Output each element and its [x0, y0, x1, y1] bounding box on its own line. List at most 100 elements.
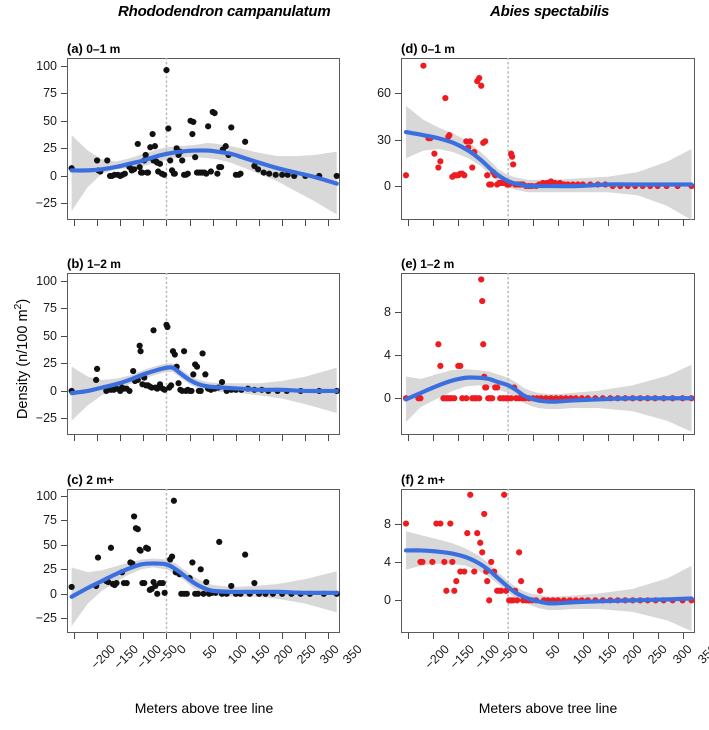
data-point [168, 553, 176, 560]
data-point [509, 153, 516, 160]
panel-label-a: (a) 0–1 m [67, 41, 120, 56]
x-axis-tick [166, 435, 168, 441]
x-axis-tick [657, 220, 659, 226]
x-axis-tick [259, 220, 261, 226]
panel-tag-letter: (e) [401, 256, 417, 271]
data-point [93, 376, 100, 383]
x-axis-tick [483, 435, 485, 441]
data-point [461, 172, 468, 179]
data-point [222, 143, 229, 150]
data-point [144, 169, 152, 176]
data-point [431, 150, 438, 157]
y-axis-tick [61, 593, 67, 595]
panel-tag-letter: (b) [67, 256, 84, 271]
data-point [333, 172, 340, 180]
confidence-ribbon [405, 105, 692, 220]
data-point [170, 497, 177, 504]
data-point [156, 160, 164, 167]
y-axis-tick-label: 75 [43, 86, 57, 101]
x-axis-tick-label: 50 [199, 642, 220, 662]
panel-tag-title: 1–2 m [83, 257, 121, 271]
y-axis-tick-label: 50 [43, 328, 57, 343]
data-point [260, 169, 267, 176]
data-point [68, 583, 75, 591]
x-axis-tick-label: 50 [543, 642, 563, 662]
y-axis-tick [61, 175, 67, 177]
data-point [437, 520, 444, 527]
data-point [419, 558, 426, 566]
fit-line [403, 375, 694, 404]
x-axis-tick [166, 220, 168, 226]
y-axis-tick-label: −25 [35, 411, 57, 426]
data-point [442, 95, 449, 102]
panel-tag-title: 1–2 m [416, 257, 455, 271]
x-axis-tick [328, 220, 330, 226]
data-point [134, 526, 141, 533]
data-point [443, 587, 450, 594]
y-axis-tick [61, 148, 67, 150]
data-point [453, 578, 460, 585]
data-point [197, 566, 204, 573]
data-point [161, 589, 168, 596]
x-axis-tick-label: 150 [247, 642, 273, 667]
x-axis-tick [433, 633, 435, 639]
y-axis-tick [395, 139, 401, 141]
y-axis-tick-label: 0 [384, 179, 391, 194]
x-axis-tick [408, 220, 410, 226]
data-point [402, 520, 410, 527]
data-point [417, 395, 424, 402]
data-point [179, 157, 186, 164]
x-axis-tick-label: 200 [619, 642, 645, 667]
data-point [216, 538, 223, 545]
x-axis-tick [73, 633, 75, 639]
x-axis-tick [282, 435, 284, 441]
x-axis-tick [682, 220, 684, 226]
fit-line [69, 561, 339, 599]
x-axis-tick [508, 220, 510, 226]
data-point [517, 578, 525, 585]
x-axis-tick [557, 435, 559, 441]
data-point [130, 513, 138, 520]
data-point [189, 130, 196, 138]
x-axis-tick [235, 435, 237, 441]
data-point [477, 539, 484, 546]
data-point [510, 161, 517, 168]
x-axis-tick [73, 435, 75, 441]
data-point [467, 138, 474, 145]
x-axis-tick-label: 350 [694, 642, 709, 667]
data-point [279, 171, 286, 178]
data-point [107, 544, 115, 551]
panel-tag-title: 0–1 m [417, 42, 455, 56]
data-point [481, 510, 488, 518]
y-axis-tick [395, 186, 401, 188]
panel-a: (a) 0–1 m −25 0 25 50 75 100 [36, 41, 340, 226]
panel-label-b: (b) 1–2 m [67, 256, 121, 271]
fit-line [403, 548, 694, 606]
x-axis-tick [408, 435, 410, 441]
x-axis-tick-label: −200 [88, 642, 118, 672]
data-point [242, 551, 249, 558]
y-axis-tick-label: 30 [377, 132, 391, 147]
data-point [189, 559, 196, 566]
y-axis-tick [61, 569, 67, 571]
confidence-ribbon [71, 135, 337, 215]
y-axis-tick-label: −25 [35, 611, 57, 626]
x-axis-tick [483, 220, 485, 226]
data-point [154, 385, 161, 392]
data-point [489, 395, 496, 402]
data-point [447, 520, 454, 527]
x-axis-tick-label: 150 [594, 642, 620, 667]
data-point [228, 124, 235, 131]
data-point [152, 582, 159, 590]
data-point [171, 351, 178, 358]
y-axis-tick [61, 390, 67, 392]
x-axis-tick [433, 435, 435, 441]
fit-line [69, 365, 339, 396]
data-point [142, 151, 149, 159]
data-point [480, 341, 487, 348]
y-axis-tick [61, 120, 67, 122]
data-point [476, 74, 483, 82]
data-point [435, 341, 442, 348]
y-axis-tick [395, 355, 401, 357]
